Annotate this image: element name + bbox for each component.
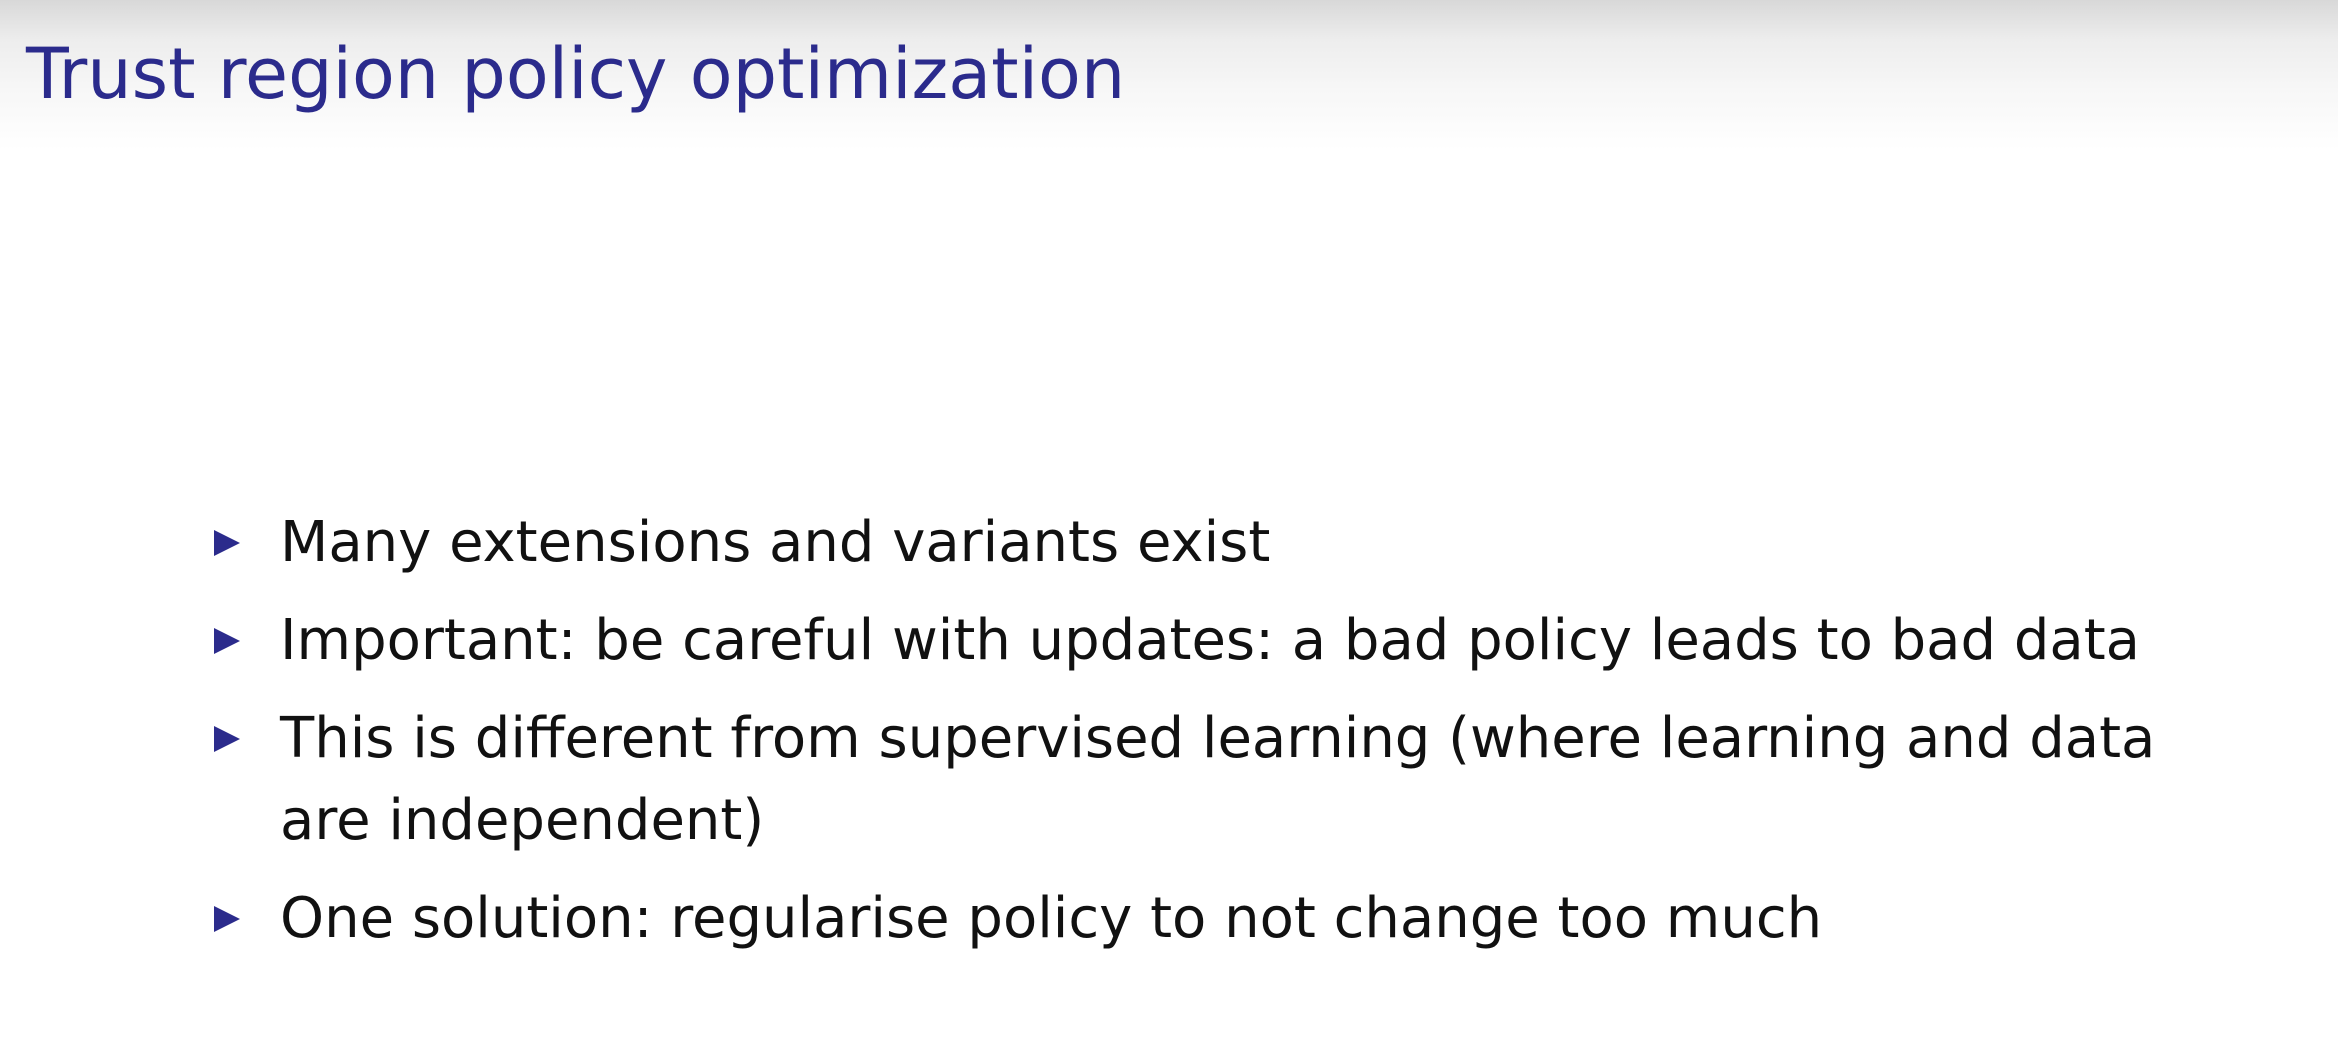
bullet-item-1: Many extensions and variants exist <box>210 502 2260 584</box>
bullet-text: Important: be careful with updates: a ba… <box>280 608 2140 673</box>
bullet-text: This is different from supervised learni… <box>280 706 2156 853</box>
bullet-text: Many extensions and variants exist <box>280 510 1271 575</box>
triangle-right-icon <box>214 726 240 752</box>
triangle-right-icon <box>214 628 240 654</box>
bullet-item-2: Important: be careful with updates: a ba… <box>210 600 2260 682</box>
slide-title: Trust region policy optimization <box>26 33 1126 115</box>
bullet-list: Many extensions and variants exist Impor… <box>210 502 2260 976</box>
triangle-right-icon <box>214 906 240 932</box>
bullet-item-4: One solution: regularise policy to not c… <box>210 878 2260 960</box>
triangle-right-icon <box>214 530 240 556</box>
bullet-text: One solution: regularise policy to not c… <box>280 886 1823 951</box>
title-bar <box>0 0 2338 150</box>
bullet-item-3: This is different from supervised learni… <box>210 698 2260 862</box>
